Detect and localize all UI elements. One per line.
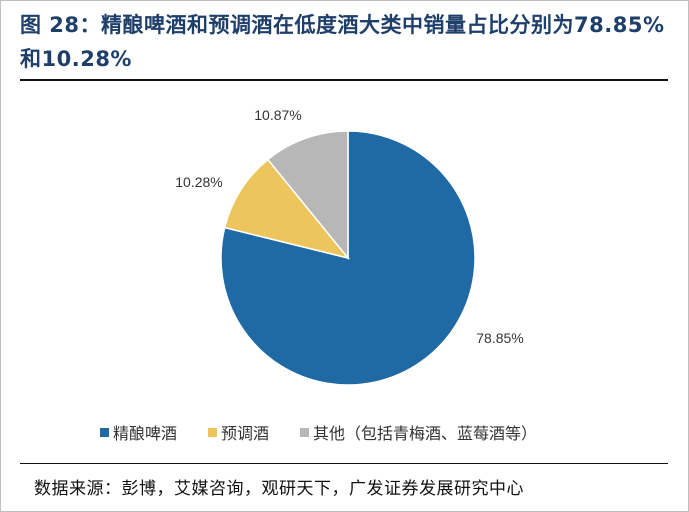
legend-swatch-craft-beer bbox=[100, 428, 109, 437]
source-note: 数据来源：彭博，艾媒咨询，观研天下，广发证券发展研究中心 bbox=[34, 479, 524, 499]
data-label-other: 10.87% bbox=[254, 107, 301, 123]
pie-slice-other bbox=[266, 130, 349, 261]
data-label-premixed-cocktail: 10.28% bbox=[175, 174, 222, 190]
legend-label-other: 其他（包括青梅酒、蓝莓酒等） bbox=[313, 424, 537, 443]
pie-chart: 78.85% 10.28% 10.87% 精酿啤酒 预调酒 其他（包括青梅酒、蓝莓酒等） bbox=[100, 107, 537, 443]
legend-label-premixed-cocktail: 预调酒 bbox=[221, 424, 269, 443]
pie-slice-premixed-cocktail bbox=[223, 158, 350, 260]
legend-swatch-other bbox=[300, 428, 309, 437]
legend-label-craft-beer: 精酿啤酒 bbox=[113, 424, 177, 443]
title-divider bbox=[20, 79, 668, 81]
figure-title: 图 28：精酿啤酒和预调酒在低度酒大类中销量占比分别为78.85%和10.28% bbox=[20, 13, 665, 71]
source-divider bbox=[20, 463, 668, 464]
legend-swatch-premixed-cocktail bbox=[208, 428, 217, 437]
data-label-craft-beer: 78.85% bbox=[476, 330, 523, 346]
